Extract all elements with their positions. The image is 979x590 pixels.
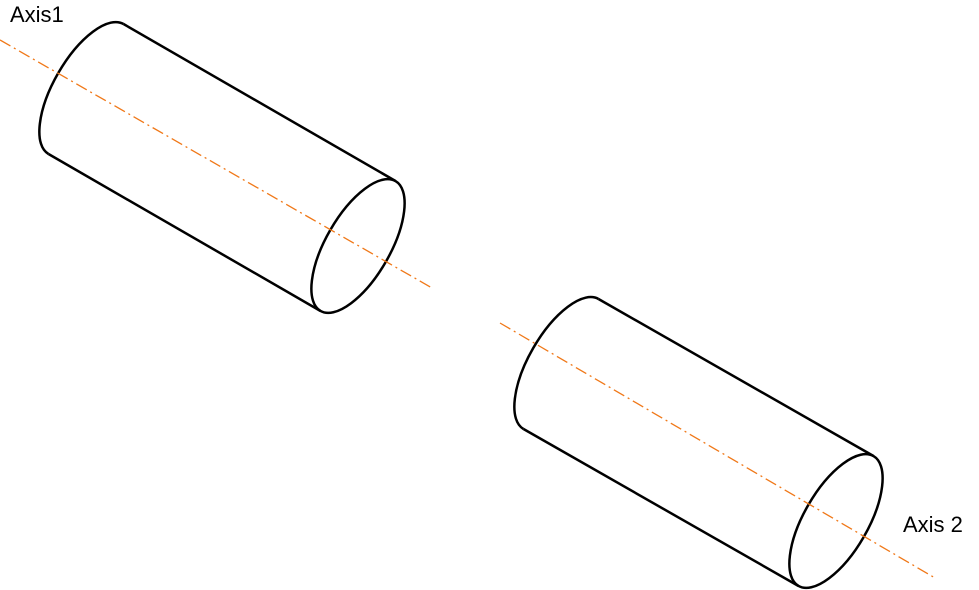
silhouette-line bbox=[47, 152, 322, 313]
front-ellipse bbox=[788, 452, 884, 590]
axis-line bbox=[0, 39, 433, 289]
axis-line bbox=[499, 322, 936, 579]
silhouette-line bbox=[122, 22, 397, 183]
back-arc bbox=[38, 20, 125, 156]
cylinder-2 bbox=[513, 295, 884, 590]
back-arc bbox=[513, 295, 600, 431]
axis-label: Axis1 bbox=[10, 2, 64, 27]
silhouette-line bbox=[597, 297, 875, 458]
silhouette-line bbox=[522, 427, 800, 588]
cylinder-1 bbox=[38, 20, 406, 315]
axis-label: Axis 2 bbox=[903, 512, 963, 537]
